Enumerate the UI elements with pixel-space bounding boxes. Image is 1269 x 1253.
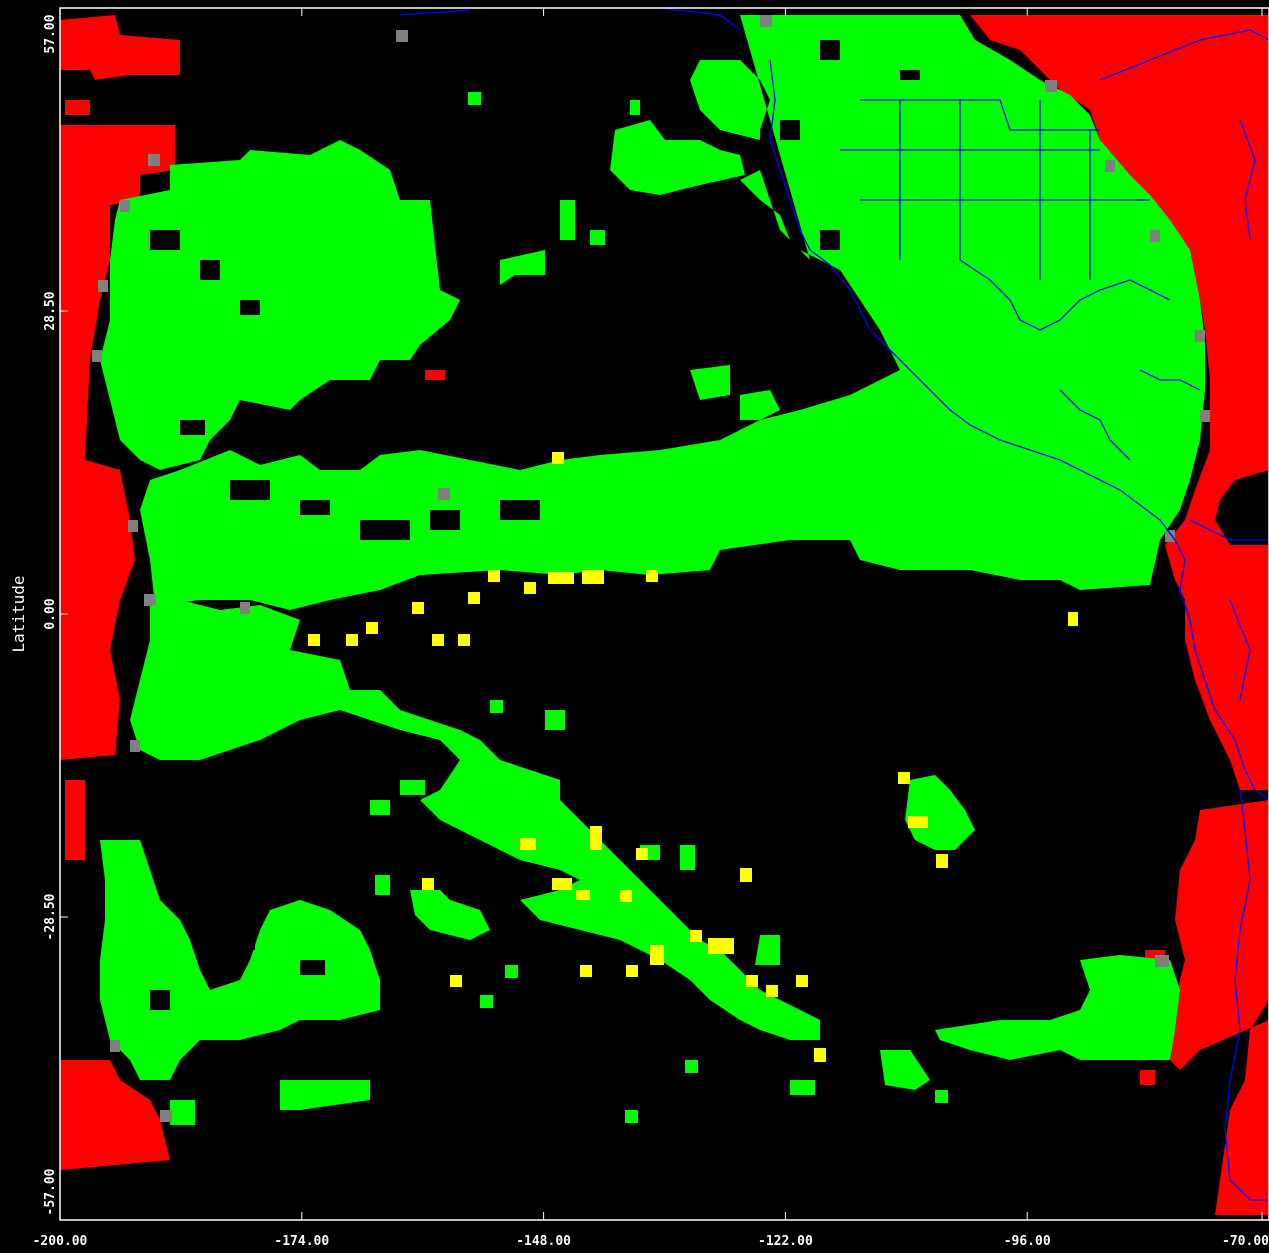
no-data-speckle <box>150 40 920 1010</box>
x-axis: -200.00 -174.00 -148.00 -122.00 -96.00 -70.00 <box>33 8 1269 1249</box>
y-axis-title: Latitude <box>9 575 28 652</box>
y-tick-label: 28.50 <box>43 291 58 330</box>
y-tick-label: 57.00 <box>43 14 58 53</box>
missing-cells <box>92 15 1210 1122</box>
plot-area <box>60 7 1269 1215</box>
flagged-cells <box>308 452 1078 1062</box>
land-mask-left <box>60 15 180 1170</box>
x-tick-label: -200.00 <box>33 1234 88 1249</box>
y-tick-label: -57.00 <box>43 1168 58 1215</box>
valid-data-cells <box>100 15 1205 1125</box>
y-tick-label: -28.50 <box>43 893 58 940</box>
y-tick-label: 0.00 <box>43 598 58 629</box>
x-tick-label: -148.00 <box>516 1234 571 1249</box>
x-tick-label: -70.00 <box>1222 1234 1269 1249</box>
coastlines <box>399 7 1269 1201</box>
x-tick-label: -96.00 <box>1004 1234 1051 1249</box>
y-axis: 57.00 28.50 0.00 -28.50 -57.00 <box>43 7 68 1221</box>
x-tick-label: -122.00 <box>758 1234 813 1249</box>
x-tick-label: -174.00 <box>274 1234 329 1249</box>
